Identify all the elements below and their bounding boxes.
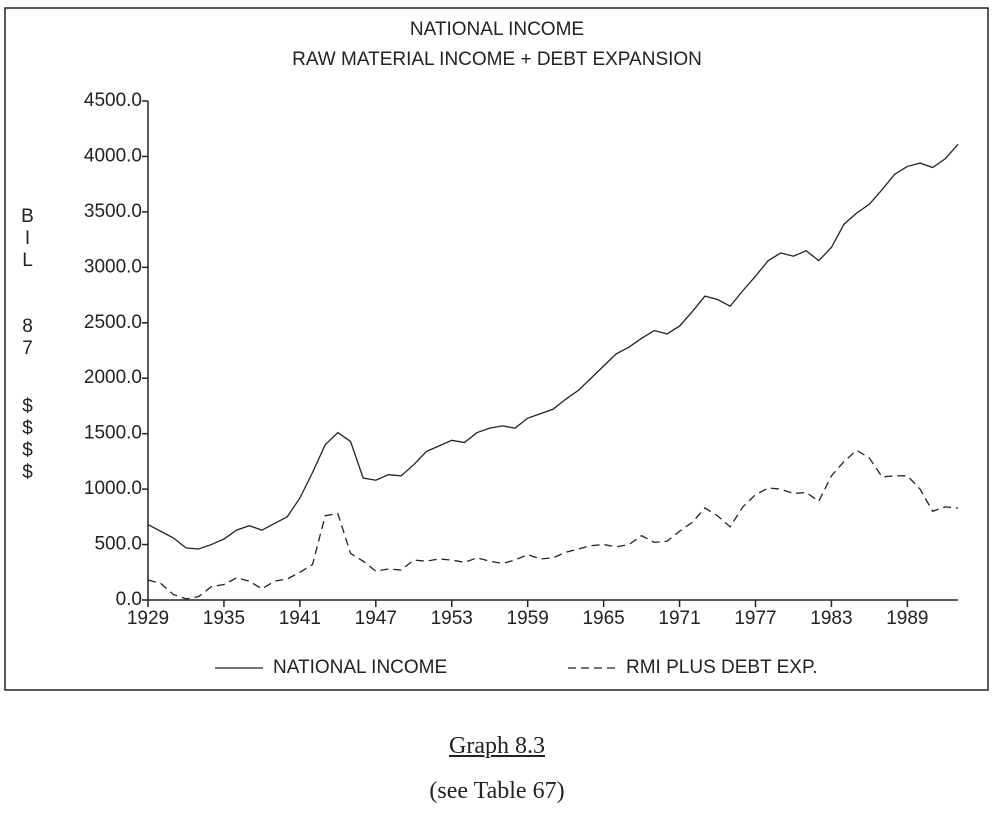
data-line <box>147 143 959 550</box>
x-tick-label: 1965 <box>582 608 624 629</box>
y-tick-label: 500.0 <box>94 534 142 555</box>
y-tick-label: 4000.0 <box>84 145 142 166</box>
chart-title: NATIONAL INCOME <box>410 19 584 40</box>
x-tick-label: 1929 <box>127 608 169 629</box>
y-tick-label: 4500.0 <box>84 90 142 111</box>
y-tick-label: 2000.0 <box>84 367 142 388</box>
x-tick-label: 1941 <box>279 608 321 629</box>
chart-subtitle: RAW MATERIAL INCOME + DEBT EXPANSION <box>292 49 702 70</box>
y-tick-label: 0.0 <box>116 589 142 610</box>
x-tick-label: 1935 <box>203 608 245 629</box>
x-tick-label: 1983 <box>810 608 852 629</box>
y-tick-label: 3500.0 <box>84 201 142 222</box>
legend-label: NATIONAL INCOME <box>273 657 447 678</box>
y-tick-label: 1500.0 <box>84 423 142 444</box>
data-line <box>147 449 959 600</box>
y-axis-label: 87 <box>17 316 38 360</box>
y-tick-label: 2500.0 <box>84 312 142 333</box>
note: (see Table 67) <box>429 778 565 804</box>
frame <box>4 7 989 691</box>
y-tick-label: 1000.0 <box>84 478 142 499</box>
y-axis-label: $$$$ <box>17 396 38 484</box>
y-tick-label: 3000.0 <box>84 256 142 277</box>
y-axis-label: BIL <box>17 206 38 272</box>
x-tick-label: 1953 <box>431 608 473 629</box>
x-tick-label: 1977 <box>734 608 776 629</box>
x-tick-label: 1971 <box>658 608 700 629</box>
caption: Graph 8.3 <box>449 733 545 759</box>
legend-label: RMI PLUS DEBT EXP. <box>626 657 817 678</box>
x-tick-label: 1959 <box>507 608 549 629</box>
x-tick-label: 1947 <box>355 608 397 629</box>
x-tick-label: 1989 <box>886 608 928 629</box>
